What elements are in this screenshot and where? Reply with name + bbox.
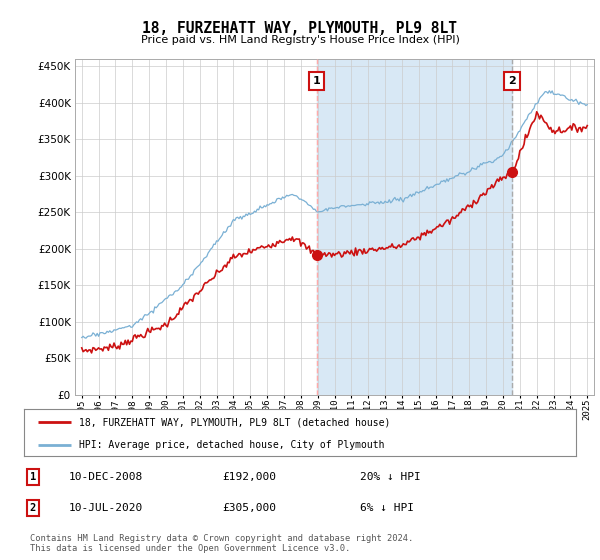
- Text: 18, FURZEHATT WAY, PLYMOUTH, PL9 8LT (detached house): 18, FURZEHATT WAY, PLYMOUTH, PL9 8LT (de…: [79, 417, 391, 427]
- Text: 1: 1: [30, 472, 36, 482]
- Text: 6% ↓ HPI: 6% ↓ HPI: [360, 503, 414, 513]
- Text: £192,000: £192,000: [222, 472, 276, 482]
- Text: 2: 2: [508, 76, 516, 86]
- Text: 18, FURZEHATT WAY, PLYMOUTH, PL9 8LT: 18, FURZEHATT WAY, PLYMOUTH, PL9 8LT: [143, 21, 458, 36]
- Text: HPI: Average price, detached house, City of Plymouth: HPI: Average price, detached house, City…: [79, 440, 385, 450]
- Text: £305,000: £305,000: [222, 503, 276, 513]
- Bar: [317, 59, 512, 395]
- Text: 1: 1: [313, 76, 320, 86]
- Text: 20% ↓ HPI: 20% ↓ HPI: [360, 472, 421, 482]
- Text: 2: 2: [30, 503, 36, 513]
- Text: 10-DEC-2008: 10-DEC-2008: [69, 472, 143, 482]
- Text: Price paid vs. HM Land Registry's House Price Index (HPI): Price paid vs. HM Land Registry's House …: [140, 35, 460, 45]
- Text: Contains HM Land Registry data © Crown copyright and database right 2024.
This d: Contains HM Land Registry data © Crown c…: [30, 534, 413, 553]
- Text: 10-JUL-2020: 10-JUL-2020: [69, 503, 143, 513]
